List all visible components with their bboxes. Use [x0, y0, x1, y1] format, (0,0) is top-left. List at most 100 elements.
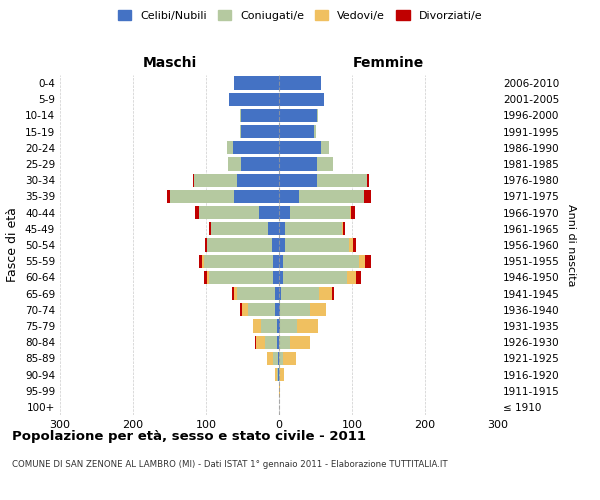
Bar [239, 125, 241, 138]
Legend: Celibi/Nubili, Coniugati/e, Vedovi/e, Divorziati/e: Celibi/Nubili, Coniugati/e, Vedovi/e, Di… [113, 6, 487, 25]
Bar [277, 336, 279, 349]
Bar [281, 287, 319, 300]
Bar [359, 254, 365, 268]
Bar [204, 254, 273, 268]
Bar [209, 270, 273, 284]
Bar [228, 158, 241, 170]
Bar [236, 174, 279, 187]
Bar [285, 238, 349, 252]
Bar [238, 287, 275, 300]
Bar [272, 238, 279, 252]
Bar [279, 222, 285, 235]
Bar [234, 76, 279, 90]
Bar [253, 320, 261, 332]
Bar [268, 352, 273, 365]
Bar [211, 222, 268, 235]
Bar [332, 287, 334, 300]
Bar [290, 206, 350, 220]
Bar [275, 287, 279, 300]
Bar [319, 287, 332, 300]
Bar [356, 270, 361, 284]
Bar [256, 336, 265, 349]
Bar [283, 352, 296, 365]
Bar [209, 222, 211, 235]
Text: Popolazione per età, sesso e stato civile - 2011: Popolazione per età, sesso e stato civil… [12, 430, 366, 443]
Bar [268, 222, 279, 235]
Bar [279, 384, 280, 398]
Bar [279, 174, 317, 187]
Bar [280, 368, 284, 381]
Bar [261, 320, 277, 332]
Bar [278, 352, 279, 365]
Bar [273, 352, 278, 365]
Bar [280, 303, 310, 316]
Text: Maschi: Maschi [142, 56, 197, 70]
Bar [279, 270, 283, 284]
Bar [232, 287, 234, 300]
Text: Femmine: Femmine [353, 56, 424, 70]
Bar [241, 158, 279, 170]
Bar [279, 303, 280, 316]
Bar [279, 141, 322, 154]
Bar [199, 254, 202, 268]
Bar [241, 303, 242, 316]
Y-axis label: Fasce di età: Fasce di età [7, 208, 19, 282]
Bar [283, 270, 347, 284]
Bar [279, 190, 299, 203]
Bar [279, 76, 322, 90]
Bar [342, 222, 343, 235]
Bar [259, 206, 279, 220]
Bar [279, 336, 290, 349]
Bar [280, 320, 296, 332]
Bar [279, 109, 317, 122]
Bar [317, 109, 319, 122]
Bar [299, 190, 364, 203]
Bar [349, 238, 353, 252]
Bar [317, 158, 333, 170]
Bar [194, 174, 236, 187]
Bar [241, 125, 279, 138]
Bar [241, 109, 279, 122]
Bar [283, 254, 359, 268]
Bar [275, 368, 277, 381]
Bar [205, 238, 207, 252]
Bar [364, 190, 371, 203]
Bar [202, 254, 204, 268]
Bar [279, 206, 290, 220]
Bar [195, 206, 199, 220]
Bar [278, 368, 279, 381]
Bar [279, 238, 285, 252]
Bar [279, 352, 283, 365]
Bar [353, 238, 356, 252]
Bar [317, 174, 367, 187]
Bar [279, 368, 280, 381]
Bar [193, 174, 194, 187]
Bar [234, 190, 279, 203]
Bar [229, 92, 279, 106]
Bar [199, 206, 259, 220]
Bar [234, 287, 238, 300]
Bar [279, 158, 317, 170]
Bar [208, 270, 209, 284]
Bar [365, 254, 371, 268]
Bar [227, 141, 233, 154]
Bar [279, 254, 283, 268]
Bar [273, 270, 279, 284]
Bar [279, 125, 314, 138]
Bar [277, 368, 278, 381]
Bar [167, 190, 170, 203]
Bar [367, 174, 369, 187]
Bar [279, 320, 280, 332]
Bar [296, 320, 319, 332]
Bar [350, 206, 351, 220]
Bar [310, 303, 326, 316]
Bar [290, 336, 310, 349]
Bar [314, 125, 316, 138]
Text: COMUNE DI SAN ZENONE AL LAMBRO (MI) - Dati ISTAT 1° gennaio 2011 - Elaborazione : COMUNE DI SAN ZENONE AL LAMBRO (MI) - Da… [12, 460, 448, 469]
Bar [273, 254, 279, 268]
Bar [351, 206, 355, 220]
Bar [170, 190, 234, 203]
Bar [265, 336, 277, 349]
Bar [347, 270, 356, 284]
Bar [208, 238, 272, 252]
